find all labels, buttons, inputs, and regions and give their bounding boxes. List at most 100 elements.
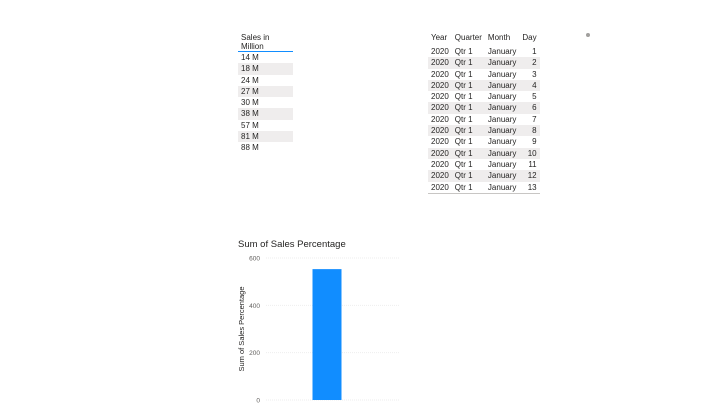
month-cell: January xyxy=(484,79,520,92)
day-cell: 9 xyxy=(532,137,537,147)
month-cell: January xyxy=(487,137,517,147)
quarter-cell: Qtr 1 xyxy=(454,47,473,56)
year-cell: 2020 xyxy=(428,147,452,159)
table-row[interactable]: 2020 Qtr 1 January 2 xyxy=(428,57,540,69)
table-row[interactable]: 27 M xyxy=(238,85,293,98)
day-cell: 4 xyxy=(519,79,540,92)
day-column-header[interactable]: Day xyxy=(522,33,537,42)
year-cell: 2020 xyxy=(431,47,449,56)
date-hierarchy-table[interactable]: Year Quarter Month Day 2020 Qtr 1 January 1… xyxy=(428,31,540,194)
day-cell: 12 xyxy=(519,170,540,182)
table-row[interactable]: 2020 Qtr 1 January 6 xyxy=(428,102,540,114)
sales-cell: 27 M xyxy=(238,85,293,98)
day-cell: 8 xyxy=(519,125,540,137)
sales-cell: 88 M xyxy=(241,143,259,153)
month-cell: January xyxy=(487,47,517,56)
day-cell: 13 xyxy=(519,181,540,194)
year-cell: 2020 xyxy=(428,125,452,137)
year-cell: 2020 xyxy=(428,170,452,182)
table-row[interactable]: 81 M xyxy=(238,131,293,143)
month-cell: January xyxy=(484,57,520,69)
day-cell: 10 xyxy=(519,147,540,159)
year-cell: 2020 xyxy=(428,181,452,194)
sales-cell: 18 M xyxy=(238,63,293,75)
year-cell: 2020 xyxy=(428,57,452,69)
month-column-header[interactable]: Month xyxy=(487,33,511,42)
y-tick-label: 0 xyxy=(256,398,260,405)
sales-cell: 57 M xyxy=(241,120,259,130)
table-row[interactable]: 18 M xyxy=(238,63,293,75)
year-column-header[interactable]: Year xyxy=(431,33,448,42)
table-row[interactable]: 14 M xyxy=(238,52,293,64)
day-cell: 5 xyxy=(532,92,537,102)
year-cell: 2020 xyxy=(431,137,449,147)
table-row[interactable]: 2020 Qtr 1 January 7 xyxy=(428,114,540,125)
quarter-cell: Qtr 1 xyxy=(451,125,485,137)
sales-cell: 81 M xyxy=(238,131,293,143)
table-row[interactable]: 2020 Qtr 1 January 10 xyxy=(428,147,540,159)
quarter-cell: Qtr 1 xyxy=(454,92,473,102)
table-row[interactable]: 2020 Qtr 1 January 13 xyxy=(428,181,540,194)
month-cell: January xyxy=(487,159,517,169)
quarter-cell: Qtr 1 xyxy=(454,114,473,124)
bar[interactable] xyxy=(312,269,342,400)
quarter-cell: Qtr 1 xyxy=(451,57,485,69)
quarter-cell: Qtr 1 xyxy=(451,170,485,182)
sales-percentage-bar-chart[interactable]: 0 200 400 600 Sum of Sales Percentage xyxy=(230,250,410,416)
day-cell: 7 xyxy=(532,114,537,124)
sales-cell: 24 M xyxy=(241,75,259,85)
month-cell: January xyxy=(484,147,520,159)
year-cell: 2020 xyxy=(431,69,449,79)
table-row[interactable]: 2020 Qtr 1 January 12 xyxy=(428,170,540,182)
quarter-cell: Qtr 1 xyxy=(454,137,473,147)
chart-canvas: 0 200 400 600 Sum of Sales Percentage xyxy=(237,256,400,405)
table-row[interactable]: 57 M xyxy=(238,120,293,131)
y-tick-label: 400 xyxy=(249,303,260,310)
month-cell: January xyxy=(487,114,517,124)
year-cell: 2020 xyxy=(428,79,452,92)
month-cell: January xyxy=(484,170,520,182)
y-tick-label: 200 xyxy=(249,350,260,357)
day-cell: 6 xyxy=(519,102,540,114)
quarter-cell: Qtr 1 xyxy=(451,181,485,194)
month-cell: January xyxy=(487,69,517,79)
table-row[interactable]: 2020 Qtr 1 January 4 xyxy=(428,79,540,92)
y-tick-label: 600 xyxy=(249,256,260,263)
year-cell: 2020 xyxy=(431,92,449,102)
table-row[interactable]: 2020 Qtr 1 January 5 xyxy=(428,91,540,102)
day-cell: 2 xyxy=(519,57,540,69)
sales-cell: 30 M xyxy=(241,98,259,108)
chart-title: Sum of Sales Percentage xyxy=(238,239,346,250)
month-cell: January xyxy=(484,125,520,137)
sales-cell: 38 M xyxy=(238,108,293,120)
quarter-column-header[interactable]: Quarter xyxy=(454,33,482,42)
sales-in-million-table[interactable]: Sales in Million 14 M 18 M 24 M 27 M 30 M 38 … xyxy=(238,31,293,154)
table-row[interactable]: 2020 Qtr 1 January 11 xyxy=(428,159,540,170)
day-cell: 3 xyxy=(532,69,537,79)
quarter-cell: Qtr 1 xyxy=(451,102,485,114)
table-row[interactable]: 88 M xyxy=(238,142,293,153)
year-cell: 2020 xyxy=(431,114,449,124)
table-row[interactable]: 2020 Qtr 1 January 8 xyxy=(428,125,540,137)
y-axis-title: Sum of Sales Percentage xyxy=(237,286,246,371)
sales-cell: 14 M xyxy=(241,53,259,62)
visual-focus-handle[interactable] xyxy=(586,33,590,37)
table-row[interactable]: 30 M xyxy=(238,97,293,108)
quarter-cell: Qtr 1 xyxy=(454,159,473,169)
quarter-cell: Qtr 1 xyxy=(454,69,473,79)
table-row[interactable]: 2020 Qtr 1 January 9 xyxy=(428,136,540,147)
quarter-cell: Qtr 1 xyxy=(451,147,485,159)
day-cell: 11 xyxy=(528,159,537,169)
table-row[interactable]: 24 M xyxy=(238,75,293,86)
month-cell: January xyxy=(484,102,520,114)
month-cell: January xyxy=(484,181,520,194)
year-cell: 2020 xyxy=(428,102,452,114)
table-row[interactable]: 38 M xyxy=(238,108,293,120)
month-cell: January xyxy=(487,92,517,102)
year-cell: 2020 xyxy=(431,159,449,169)
day-cell: 1 xyxy=(532,47,537,56)
table-row[interactable]: 2020 Qtr 1 January 3 xyxy=(428,69,540,80)
sales-column-header[interactable]: Sales in Million xyxy=(238,31,293,52)
quarter-cell: Qtr 1 xyxy=(451,79,485,92)
table-row[interactable]: 2020 Qtr 1 January 1 xyxy=(428,46,540,57)
